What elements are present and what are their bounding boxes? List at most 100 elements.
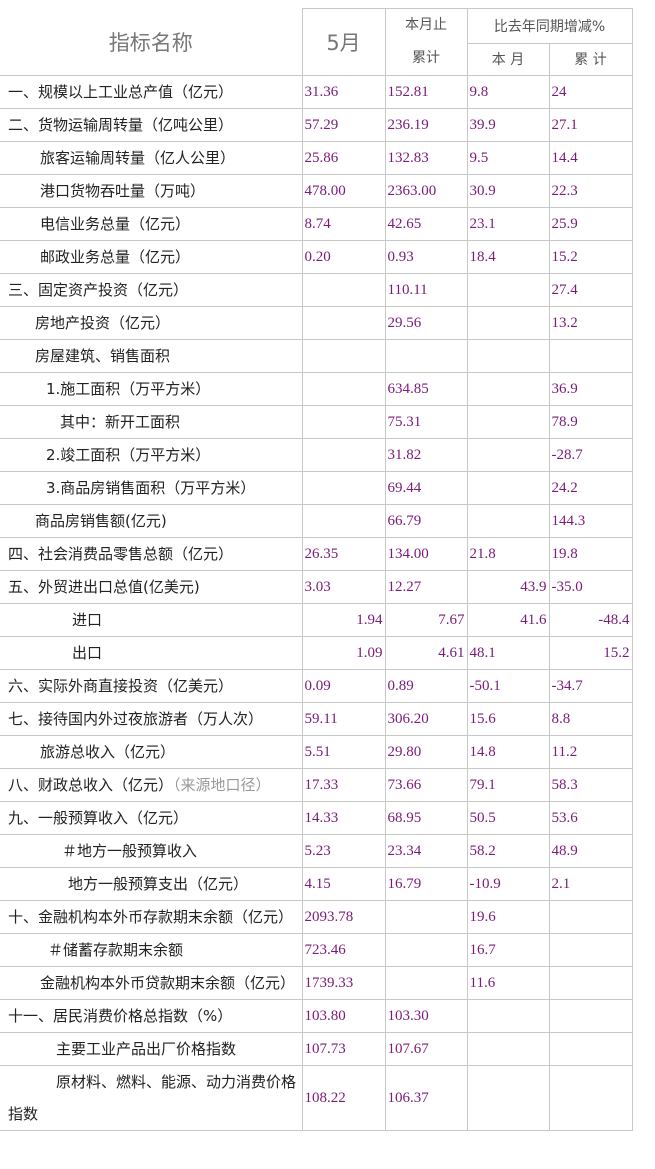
label-text: 十、金融机构本外币存款期末余额（亿元） xyxy=(8,908,294,926)
value-cell xyxy=(466,504,550,538)
value-cell xyxy=(548,999,633,1033)
header-change-cumulative: 累 计 xyxy=(548,42,633,76)
value-cell: 26.35 xyxy=(301,537,386,571)
row-label: 出口 xyxy=(0,636,303,670)
label-text: 其中：新开工面积 xyxy=(60,413,181,431)
value-cell: 8.74 xyxy=(301,207,386,241)
label-text: 2.竣工面积（万平方米） xyxy=(46,446,211,464)
label-text: 主要工业产品出厂价格指数 xyxy=(56,1040,237,1058)
label-text: 四、社会消费品零售总额（亿元） xyxy=(8,545,234,563)
value-cell xyxy=(301,372,386,406)
value-cell: 236.19 xyxy=(384,108,468,142)
value-cell xyxy=(466,1065,550,1131)
table-row: 一、规模以上工业总产值（亿元） 31.36 152.81 9.8 24 xyxy=(0,75,633,109)
value-cell: 66.79 xyxy=(384,504,468,538)
value-cell: 9.8 xyxy=(466,75,550,109)
label-text: 进口 xyxy=(72,611,103,629)
value-cell: -28.7 xyxy=(548,438,633,472)
value-cell: 15.6 xyxy=(466,702,550,736)
value-cell xyxy=(466,438,550,472)
value-cell xyxy=(301,438,386,472)
table-row: 旅客运输周转量（亿人公里） 25.86 132.83 9.5 14.4 xyxy=(0,141,633,175)
value-cell xyxy=(301,306,386,340)
value-cell: 73.66 xyxy=(384,768,468,802)
row-label: 三、固定资产投资（亿元） xyxy=(0,273,303,307)
table-row: 八、财政总收入（亿元）（来源地口径） 17.33 73.66 79.1 58.3 xyxy=(0,768,633,802)
label-text: 八、财政总收入（亿元） xyxy=(8,776,174,794)
table-row: 三、固定资产投资（亿元） 110.11 27.4 xyxy=(0,273,633,307)
value-cell: 1.09 xyxy=(301,636,386,670)
table-row: 2.竣工面积（万平方米） 31.82 -28.7 xyxy=(0,438,633,472)
row-label: 房地产投资（亿元） xyxy=(0,306,303,340)
label-text: 房屋建筑、销售面积 xyxy=(35,347,171,365)
value-cell: -10.9 xyxy=(466,867,550,901)
label-text: 电信业务总量（亿元） xyxy=(40,215,191,233)
label-text: 3.商品房销售面积（万平方米） xyxy=(46,479,256,497)
label-text: 六、实际外商直接投资（亿美元） xyxy=(8,677,234,695)
label-text: 邮政业务总量（亿元） xyxy=(40,248,191,266)
value-cell: 27.1 xyxy=(548,108,633,142)
label-text: 房地产投资（亿元） xyxy=(35,314,171,332)
value-cell xyxy=(548,933,633,967)
value-cell: 0.89 xyxy=(384,669,468,703)
value-cell: 31.82 xyxy=(384,438,468,472)
row-label: ＃储蓄存款期末余额 xyxy=(0,933,303,967)
value-cell: 107.73 xyxy=(301,1032,386,1066)
value-cell: 43.9 xyxy=(466,570,550,604)
label-text: 二、货物运输周转量（亿吨公里） xyxy=(8,116,234,134)
row-label: 其中：新开工面积 xyxy=(0,405,303,439)
header-cumulative: 本月止 累计 xyxy=(384,8,468,76)
data-table: 指标名称 5月 本月止 累计 比去年同期增减% 本 月 累 计 一、规模以上工业总… xyxy=(0,8,633,1131)
header-change-month: 本 月 xyxy=(466,42,550,76)
value-cell xyxy=(301,339,386,373)
label-text: ＃储蓄存款期末余额 xyxy=(48,941,184,959)
value-cell: 29.56 xyxy=(384,306,468,340)
value-cell xyxy=(548,900,633,934)
value-cell: 0.93 xyxy=(384,240,468,274)
value-cell xyxy=(384,933,468,967)
value-cell: 7.67 xyxy=(384,603,468,637)
value-cell: 17.33 xyxy=(301,768,386,802)
row-label: 八、财政总收入（亿元）（来源地口径） xyxy=(0,768,303,802)
value-cell: 78.9 xyxy=(548,405,633,439)
table-header: 指标名称 5月 本月止 累计 比去年同期增减% 本 月 累 计 xyxy=(0,8,633,76)
value-cell: 24 xyxy=(548,75,633,109)
value-cell: 1.94 xyxy=(301,603,386,637)
table-row: ＃储蓄存款期末余额 723.46 16.7 xyxy=(0,933,633,967)
label-text: 三、固定资产投资（亿元） xyxy=(8,281,189,299)
value-cell: 50.5 xyxy=(466,801,550,835)
value-cell: 29.80 xyxy=(384,735,468,769)
value-cell xyxy=(548,1032,633,1066)
value-cell: 23.34 xyxy=(384,834,468,868)
value-cell: 14.4 xyxy=(548,141,633,175)
header-cumulative-top: 本月止 xyxy=(405,17,447,33)
value-cell: 152.81 xyxy=(384,75,468,109)
label-text: 出口 xyxy=(72,644,103,662)
label-text: 金融机构本外币贷款期末余额（亿元） xyxy=(40,974,296,992)
value-cell: 69.44 xyxy=(384,471,468,505)
table-row: 原材料、燃料、能源、动力消费价格指数 108.22 106.37 xyxy=(0,1065,633,1131)
table-row: 六、实际外商直接投资（亿美元） 0.09 0.89 -50.1 -34.7 xyxy=(0,669,633,703)
value-cell: 48.9 xyxy=(548,834,633,868)
header-change: 比去年同期增减% xyxy=(466,8,633,44)
value-cell xyxy=(384,900,468,934)
table-row: 1.施工面积（万平方米） 634.85 36.9 xyxy=(0,372,633,406)
value-cell: 4.15 xyxy=(301,867,386,901)
label-text: 十一、居民消费价格总指数（%） xyxy=(8,1007,233,1025)
value-cell: 22.3 xyxy=(548,174,633,208)
value-cell: 42.65 xyxy=(384,207,468,241)
value-cell: 110.11 xyxy=(384,273,468,307)
value-cell: 106.37 xyxy=(384,1065,468,1131)
value-cell: 5.51 xyxy=(301,735,386,769)
value-cell: 8.8 xyxy=(548,702,633,736)
value-cell: 14.33 xyxy=(301,801,386,835)
table-row: 金融机构本外币贷款期末余额（亿元） 1739.33 11.6 xyxy=(0,966,633,1000)
table-row: 地方一般预算支出（亿元） 4.15 16.79 -10.9 2.1 xyxy=(0,867,633,901)
value-cell: 27.4 xyxy=(548,273,633,307)
value-cell: 107.67 xyxy=(384,1032,468,1066)
value-cell xyxy=(301,504,386,538)
table-row: 四、社会消费品零售总额（亿元） 26.35 134.00 21.8 19.8 xyxy=(0,537,633,571)
row-label: 邮政业务总量（亿元） xyxy=(0,240,303,274)
row-label: 金融机构本外币贷款期末余额（亿元） xyxy=(0,966,303,1000)
value-cell xyxy=(301,471,386,505)
